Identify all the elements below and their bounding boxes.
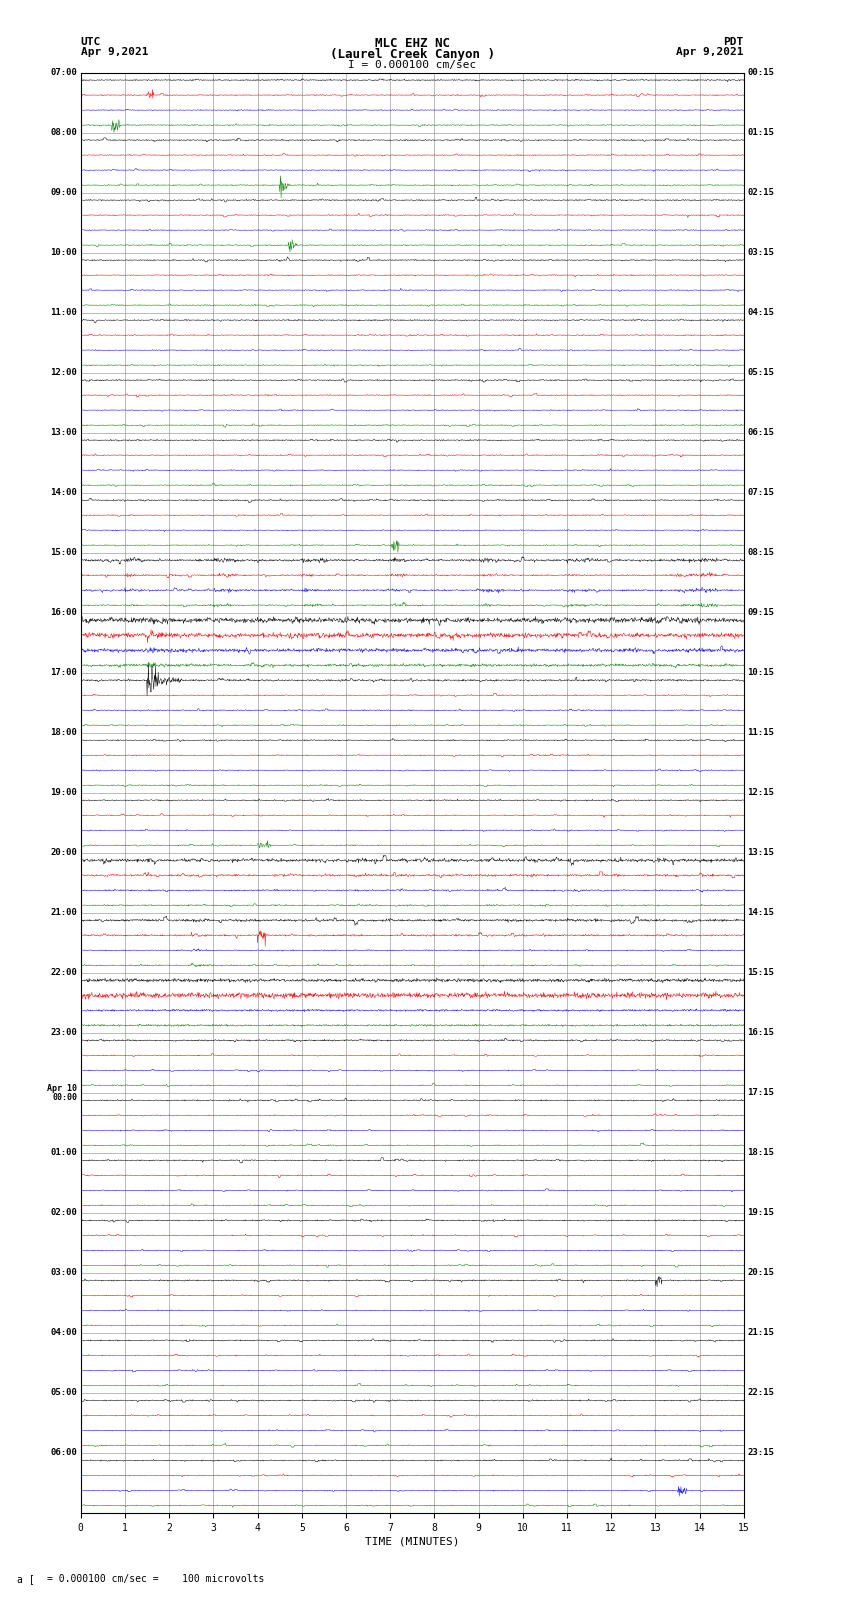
Text: 04:00: 04:00 bbox=[50, 1329, 77, 1337]
X-axis label: TIME (MINUTES): TIME (MINUTES) bbox=[365, 1537, 460, 1547]
Text: 07:00: 07:00 bbox=[50, 68, 77, 77]
Text: 10:00: 10:00 bbox=[50, 248, 77, 256]
Text: 02:00: 02:00 bbox=[50, 1208, 77, 1218]
Text: 04:15: 04:15 bbox=[747, 308, 774, 318]
Text: I = 0.000100 cm/sec: I = 0.000100 cm/sec bbox=[348, 60, 476, 69]
Text: a [: a [ bbox=[17, 1574, 35, 1584]
Text: 11:00: 11:00 bbox=[50, 308, 77, 318]
Text: Apr 10: Apr 10 bbox=[48, 1084, 77, 1094]
Text: 18:00: 18:00 bbox=[50, 729, 77, 737]
Text: 06:15: 06:15 bbox=[747, 427, 774, 437]
Text: 17:15: 17:15 bbox=[747, 1089, 774, 1097]
Text: 23:00: 23:00 bbox=[50, 1029, 77, 1037]
Text: 15:00: 15:00 bbox=[50, 548, 77, 556]
Text: 21:00: 21:00 bbox=[50, 908, 77, 918]
Text: MLC EHZ NC: MLC EHZ NC bbox=[375, 37, 450, 50]
Text: 20:00: 20:00 bbox=[50, 848, 77, 857]
Text: 00:00: 00:00 bbox=[53, 1094, 77, 1102]
Text: 23:15: 23:15 bbox=[747, 1448, 774, 1458]
Text: 22:00: 22:00 bbox=[50, 968, 77, 977]
Text: 03:00: 03:00 bbox=[50, 1268, 77, 1277]
Text: 16:00: 16:00 bbox=[50, 608, 77, 618]
Text: 16:15: 16:15 bbox=[747, 1029, 774, 1037]
Text: 01:00: 01:00 bbox=[50, 1148, 77, 1158]
Text: 05:15: 05:15 bbox=[747, 368, 774, 377]
Text: 20:15: 20:15 bbox=[747, 1268, 774, 1277]
Text: 06:00: 06:00 bbox=[50, 1448, 77, 1458]
Text: 08:00: 08:00 bbox=[50, 127, 77, 137]
Text: 21:15: 21:15 bbox=[747, 1329, 774, 1337]
Text: 22:15: 22:15 bbox=[747, 1389, 774, 1397]
Text: 07:15: 07:15 bbox=[747, 489, 774, 497]
Text: PDT: PDT bbox=[723, 37, 744, 47]
Text: 19:00: 19:00 bbox=[50, 789, 77, 797]
Text: 09:15: 09:15 bbox=[747, 608, 774, 618]
Text: = 0.000100 cm/sec =    100 microvolts: = 0.000100 cm/sec = 100 microvolts bbox=[47, 1574, 264, 1584]
Text: Apr 9,2021: Apr 9,2021 bbox=[81, 47, 148, 56]
Text: 17:00: 17:00 bbox=[50, 668, 77, 677]
Text: 05:00: 05:00 bbox=[50, 1389, 77, 1397]
Text: 13:00: 13:00 bbox=[50, 427, 77, 437]
Text: 12:15: 12:15 bbox=[747, 789, 774, 797]
Text: 09:00: 09:00 bbox=[50, 189, 77, 197]
Text: 12:00: 12:00 bbox=[50, 368, 77, 377]
Text: 11:15: 11:15 bbox=[747, 729, 774, 737]
Text: Apr 9,2021: Apr 9,2021 bbox=[677, 47, 744, 56]
Text: 10:15: 10:15 bbox=[747, 668, 774, 677]
Text: 02:15: 02:15 bbox=[747, 189, 774, 197]
Text: 03:15: 03:15 bbox=[747, 248, 774, 256]
Text: (Laurel Creek Canyon ): (Laurel Creek Canyon ) bbox=[330, 48, 495, 61]
Text: 13:15: 13:15 bbox=[747, 848, 774, 857]
Text: 14:00: 14:00 bbox=[50, 489, 77, 497]
Text: 15:15: 15:15 bbox=[747, 968, 774, 977]
Text: 01:15: 01:15 bbox=[747, 127, 774, 137]
Text: 18:15: 18:15 bbox=[747, 1148, 774, 1158]
Text: 14:15: 14:15 bbox=[747, 908, 774, 918]
Text: UTC: UTC bbox=[81, 37, 101, 47]
Text: 08:15: 08:15 bbox=[747, 548, 774, 556]
Text: 00:15: 00:15 bbox=[747, 68, 774, 77]
Text: 19:15: 19:15 bbox=[747, 1208, 774, 1218]
